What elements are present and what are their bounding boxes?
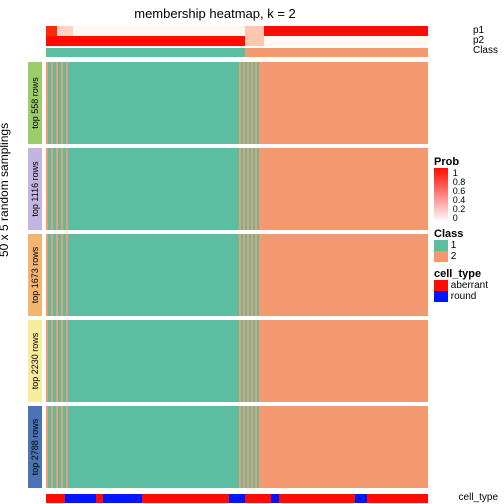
- legend-class-items: 1 2: [434, 240, 500, 262]
- row-group-label: top 1673 rows: [30, 234, 40, 316]
- heatmap-panel: [46, 148, 428, 230]
- label-class: Class: [473, 46, 498, 56]
- top-annotation-labels: p1 p2 Class: [473, 26, 498, 56]
- legend-swatch: [434, 240, 448, 251]
- y-axis-label: 50 x 5 random samplings: [0, 123, 11, 257]
- class-annotation-bar: [46, 48, 428, 57]
- legend-swatch: [434, 280, 448, 291]
- heatmap-panel: [46, 406, 428, 488]
- p1-bar: [46, 26, 428, 36]
- prob-tick: 1: [453, 168, 466, 177]
- legend-prob-title: Prob: [434, 156, 500, 168]
- row-group-label-box: top 558 rows: [28, 62, 42, 144]
- row-group-label-box: top 1116 rows: [28, 148, 42, 230]
- legend: Prob 10.80.60.40.20 Class 1 2 cell_type …: [434, 150, 500, 303]
- row-group-label: top 2788 rows: [30, 406, 40, 488]
- legend-label: round: [448, 292, 476, 303]
- prob-annotation-bars: [46, 26, 428, 46]
- heatmap-figure: membership heatmap, k = 2 50 x 5 random …: [0, 0, 504, 504]
- label-celltype: cell_type: [459, 492, 498, 503]
- legend-swatch: [434, 251, 448, 262]
- prob-tick: 0.8: [453, 177, 466, 186]
- prob-ticks: 10.80.60.40.20: [453, 168, 466, 222]
- legend-label: 2: [448, 251, 456, 262]
- legend-item: 1: [434, 240, 500, 251]
- legend-item: round: [434, 291, 500, 302]
- heatmap-panels: [46, 62, 428, 492]
- heatmap-panel: [46, 320, 428, 402]
- celltype-annotation-bar: [46, 494, 428, 503]
- legend-label: aberrant: [448, 280, 488, 291]
- prob-gradient: [434, 168, 448, 222]
- heatmap-panel: [46, 62, 428, 144]
- prob-tick: 0.4: [453, 195, 466, 204]
- legend-item: 2: [434, 251, 500, 262]
- heatmap-panel: [46, 234, 428, 316]
- legend-cell-items: aberrant round: [434, 280, 500, 302]
- prob-tick: 0: [453, 213, 466, 222]
- row-group-label: top 2230 rows: [30, 320, 40, 402]
- legend-item: aberrant: [434, 280, 500, 291]
- prob-tick: 0.2: [453, 204, 466, 213]
- row-group-label-box: top 2230 rows: [28, 320, 42, 402]
- row-group-label: top 558 rows: [30, 62, 40, 144]
- row-group-label-box: top 1673 rows: [28, 234, 42, 316]
- legend-label: 1: [448, 240, 456, 251]
- p2-bar: [46, 36, 428, 46]
- legend-class-title: Class: [434, 228, 500, 240]
- row-group-label: top 1116 rows: [30, 148, 40, 230]
- plot-title: membership heatmap, k = 2: [0, 6, 430, 21]
- row-group-label-box: top 2788 rows: [28, 406, 42, 488]
- legend-swatch: [434, 291, 448, 302]
- prob-tick: 0.6: [453, 186, 466, 195]
- legend-cell-title: cell_type: [434, 268, 500, 280]
